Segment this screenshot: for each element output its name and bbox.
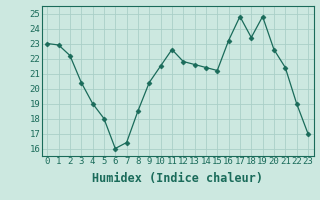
X-axis label: Humidex (Indice chaleur): Humidex (Indice chaleur) [92,172,263,185]
